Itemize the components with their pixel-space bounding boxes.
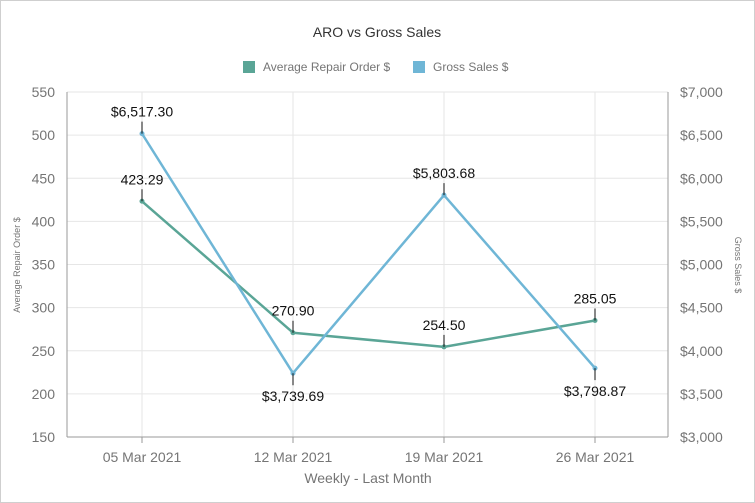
data-label: 270.90	[272, 303, 315, 319]
axes	[66, 92, 669, 438]
y-right-tick-label: $6,000	[680, 170, 723, 186]
series-line-aro	[141, 200, 596, 349]
legend-swatch-gross-sales	[413, 61, 425, 73]
chart-title: ARO vs Gross Sales	[313, 24, 441, 40]
data-label: $6,517.30	[111, 104, 173, 120]
legend-label-aro[interactable]: Average Repair Order $	[263, 60, 391, 74]
y-left-tick-label: 250	[32, 343, 56, 359]
y-left-tick-label: 550	[32, 84, 56, 100]
y-right-tick-label: $3,500	[680, 386, 723, 402]
y-right-tick-label: $6,500	[680, 127, 723, 143]
legend: Average Repair Order $ Gross Sales $	[243, 60, 509, 74]
y-right-tick-label: $5,500	[680, 213, 723, 229]
y-right-tick-label: $4,500	[680, 300, 723, 316]
legend-swatch-aro	[243, 61, 255, 73]
data-labels: 423.29 270.90 254.50 285.05 $6,517.30 $3,739.…	[111, 104, 626, 405]
grid	[67, 91, 668, 437]
x-axis-title: Weekly - Last Month	[304, 470, 431, 486]
data-label: 254.50	[423, 317, 466, 333]
legend-label-gross-sales[interactable]: Gross Sales $	[433, 60, 509, 74]
y-left-tick-label: 150	[32, 429, 56, 445]
y-axis-right-ticks: $3,000 $3,500 $4,000 $4,500 $5,000 $5,500 $6,0…	[680, 84, 723, 445]
y-left-tick-label: 450	[32, 170, 56, 186]
data-label: 285.05	[574, 291, 617, 307]
data-label: $3,798.87	[564, 383, 626, 399]
y-left-tick-label: 350	[32, 257, 56, 273]
y-left-tick-label: 400	[32, 213, 56, 229]
y-right-tick-label: $7,000	[680, 84, 723, 100]
y-axis-right-title: Gross Sales $	[733, 237, 743, 294]
y-left-tick-label: 500	[32, 127, 56, 143]
y-left-tick-label: 300	[32, 300, 56, 316]
x-tick-label: 19 Mar 2021	[405, 449, 484, 465]
data-label: $3,739.69	[262, 388, 324, 404]
series-lines	[139, 131, 598, 376]
x-tick-label: 12 Mar 2021	[254, 449, 333, 465]
series-line-gross-sales	[140, 132, 596, 375]
y-right-tick-label: $5,000	[680, 257, 723, 273]
x-tick-label: 05 Mar 2021	[103, 449, 182, 465]
y-right-tick-label: $3,000	[680, 429, 723, 445]
y-axis-left-ticks: 150 200 250 300 350 400 450 500 550	[32, 84, 56, 445]
y-axis-left-title: Average Repair Order $	[12, 217, 22, 312]
y-right-tick-label: $4,000	[680, 343, 723, 359]
data-label: $5,803.68	[413, 165, 475, 181]
x-tick-label: 26 Mar 2021	[556, 449, 635, 465]
y-left-tick-label: 200	[32, 386, 56, 402]
data-label: 423.29	[121, 171, 164, 187]
x-axis-ticks: 05 Mar 2021 12 Mar 2021 19 Mar 2021 26 Mar …	[103, 437, 635, 465]
